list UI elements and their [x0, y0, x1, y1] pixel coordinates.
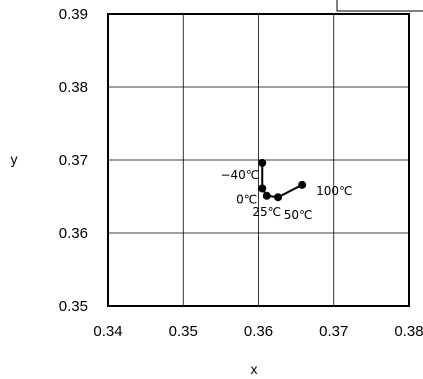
- temperature-label: 0℃: [236, 192, 257, 206]
- x-tick-label: 0.37: [319, 323, 348, 340]
- data-point: [258, 184, 267, 193]
- y-tick-labels: 0.35 0.36 0.37 0.38 0.39: [59, 6, 88, 315]
- y-tick-label: 0.38: [59, 79, 88, 96]
- x-tick-label: 0.35: [169, 323, 198, 340]
- x-tick-label: 0.36: [244, 323, 273, 340]
- y-tick-label: 0.35: [59, 298, 88, 315]
- data-point: [262, 191, 271, 200]
- data-point: [298, 180, 307, 189]
- data-point: [274, 193, 283, 202]
- x-axis-label: x: [251, 361, 258, 377]
- plot-frame: [107, 13, 410, 307]
- temperature-label: 100℃: [316, 184, 352, 198]
- y-tick-label: 0.36: [59, 225, 88, 242]
- x-tick-labels: 0.34 0.35 0.36 0.37 0.38: [93, 323, 423, 340]
- legend-box-fragment: [336, 0, 423, 12]
- data-point: [258, 158, 267, 167]
- y-tick-label: 0.37: [59, 152, 88, 169]
- temperature-label: 50℃: [284, 208, 313, 222]
- y-axis-label: y: [11, 151, 18, 167]
- grid: [107, 13, 410, 307]
- temperature-label: −40℃: [220, 168, 259, 182]
- x-tick-label: 0.38: [394, 323, 423, 340]
- series: [258, 158, 307, 202]
- x-tick-label: 0.34: [93, 323, 122, 340]
- temperature-label: 25℃: [252, 205, 281, 219]
- y-tick-label: 0.39: [59, 6, 88, 23]
